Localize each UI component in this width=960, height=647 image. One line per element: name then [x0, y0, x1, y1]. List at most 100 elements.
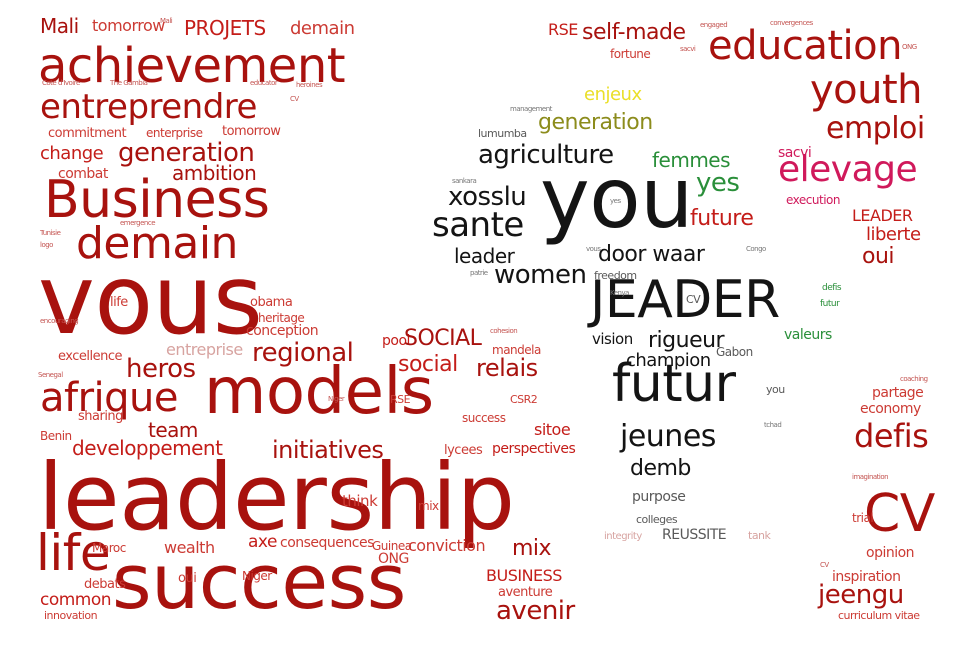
word: sitoe: [534, 420, 571, 439]
word: colleges: [636, 513, 678, 526]
word: vous: [586, 245, 601, 253]
word: think: [342, 492, 378, 510]
word: champion: [626, 350, 711, 371]
word: Mali: [40, 14, 79, 38]
word: mix: [512, 536, 552, 561]
word: oui: [862, 244, 895, 269]
word: sharing: [78, 409, 123, 424]
word: heritage: [258, 311, 305, 325]
word: Kenya: [610, 289, 629, 297]
word: afrique: [40, 375, 179, 421]
word: liberte: [866, 224, 921, 245]
word: jeunes: [620, 419, 716, 454]
word: lycees: [444, 443, 483, 458]
word: elevage: [778, 149, 918, 190]
word: ambition: [172, 161, 257, 185]
word: BUSINESS: [486, 566, 562, 585]
word: initiatives: [272, 436, 384, 464]
word: partage: [872, 385, 924, 401]
word: excellence: [58, 349, 123, 364]
word: avenir: [496, 596, 575, 626]
word: Guinea: [372, 539, 412, 553]
word: Mali: [160, 17, 173, 25]
word: you: [766, 383, 785, 396]
word: CV: [820, 561, 829, 569]
word: PROJETS: [184, 16, 266, 40]
word: CV: [686, 293, 701, 306]
word: execution: [786, 193, 840, 207]
word: lumumba: [478, 127, 527, 140]
word: sacvi: [778, 145, 812, 161]
word: life: [36, 524, 111, 582]
word: RSE: [548, 20, 578, 39]
word: enterprise: [146, 126, 203, 140]
word: sankara: [452, 177, 477, 185]
word: demain: [290, 18, 355, 39]
word: defis: [854, 417, 929, 455]
word: jeengu: [818, 580, 904, 610]
word: commitment: [48, 126, 127, 141]
word: Congo: [746, 245, 766, 253]
word: fortune: [610, 47, 651, 61]
word: vous: [38, 244, 263, 356]
word: you: [540, 149, 693, 247]
word: JEADER: [590, 270, 780, 330]
word: innovation: [44, 609, 98, 622]
word: heros: [126, 354, 196, 384]
word: imagination: [852, 473, 889, 481]
word: social: [398, 352, 458, 377]
word: entreprise: [166, 340, 243, 359]
word: economy: [860, 401, 921, 417]
word: Benin: [40, 429, 72, 443]
word: purpose: [632, 489, 686, 505]
word: aventure: [498, 585, 553, 600]
word: vision: [592, 330, 633, 348]
word: success: [112, 537, 406, 626]
word: ONG: [902, 43, 917, 51]
word: future: [690, 206, 754, 231]
word: conception: [246, 323, 319, 339]
word: entreprendre: [40, 87, 257, 127]
word: LEADER: [852, 206, 913, 225]
word: emploi: [826, 111, 925, 146]
word: education: [708, 23, 902, 69]
word: integrity: [604, 531, 642, 542]
word: coaching: [900, 375, 928, 383]
word: xosslu: [448, 182, 527, 212]
word: Cote d'Ivoire: [42, 79, 80, 87]
word: cohesion: [490, 327, 518, 335]
word: enjeux: [584, 84, 642, 105]
word: encouraging: [40, 317, 79, 325]
word: conviction: [408, 536, 486, 555]
word: tomorrow: [222, 124, 281, 139]
word: yes: [696, 168, 740, 198]
word: mix: [418, 499, 439, 513]
word: CSR2: [510, 393, 538, 406]
word: trial: [852, 511, 874, 525]
word: axe: [248, 532, 277, 552]
word: models: [204, 355, 434, 429]
word: oui: [178, 571, 197, 586]
word: valeurs: [784, 327, 832, 343]
word: The Gambia: [110, 79, 148, 87]
word: relais: [476, 354, 538, 382]
word: debats: [84, 577, 126, 592]
word: CV: [864, 484, 935, 544]
word: agriculture: [478, 140, 614, 170]
word: demain: [76, 218, 238, 269]
word: leadership: [38, 444, 515, 551]
word: emergence: [120, 219, 156, 227]
word: opinion: [866, 545, 915, 561]
word: heroines: [296, 81, 323, 89]
word: educator: [250, 79, 278, 87]
word: self-made: [582, 20, 686, 45]
word: generation: [118, 138, 255, 168]
word: tomorrow: [92, 16, 165, 35]
word: defis: [822, 283, 842, 293]
word: Gabon: [716, 345, 753, 359]
word: Tunisie: [40, 229, 61, 237]
word: sante: [432, 205, 524, 245]
word: tank: [748, 529, 771, 542]
word: life: [110, 295, 128, 310]
word: leader: [454, 244, 515, 268]
